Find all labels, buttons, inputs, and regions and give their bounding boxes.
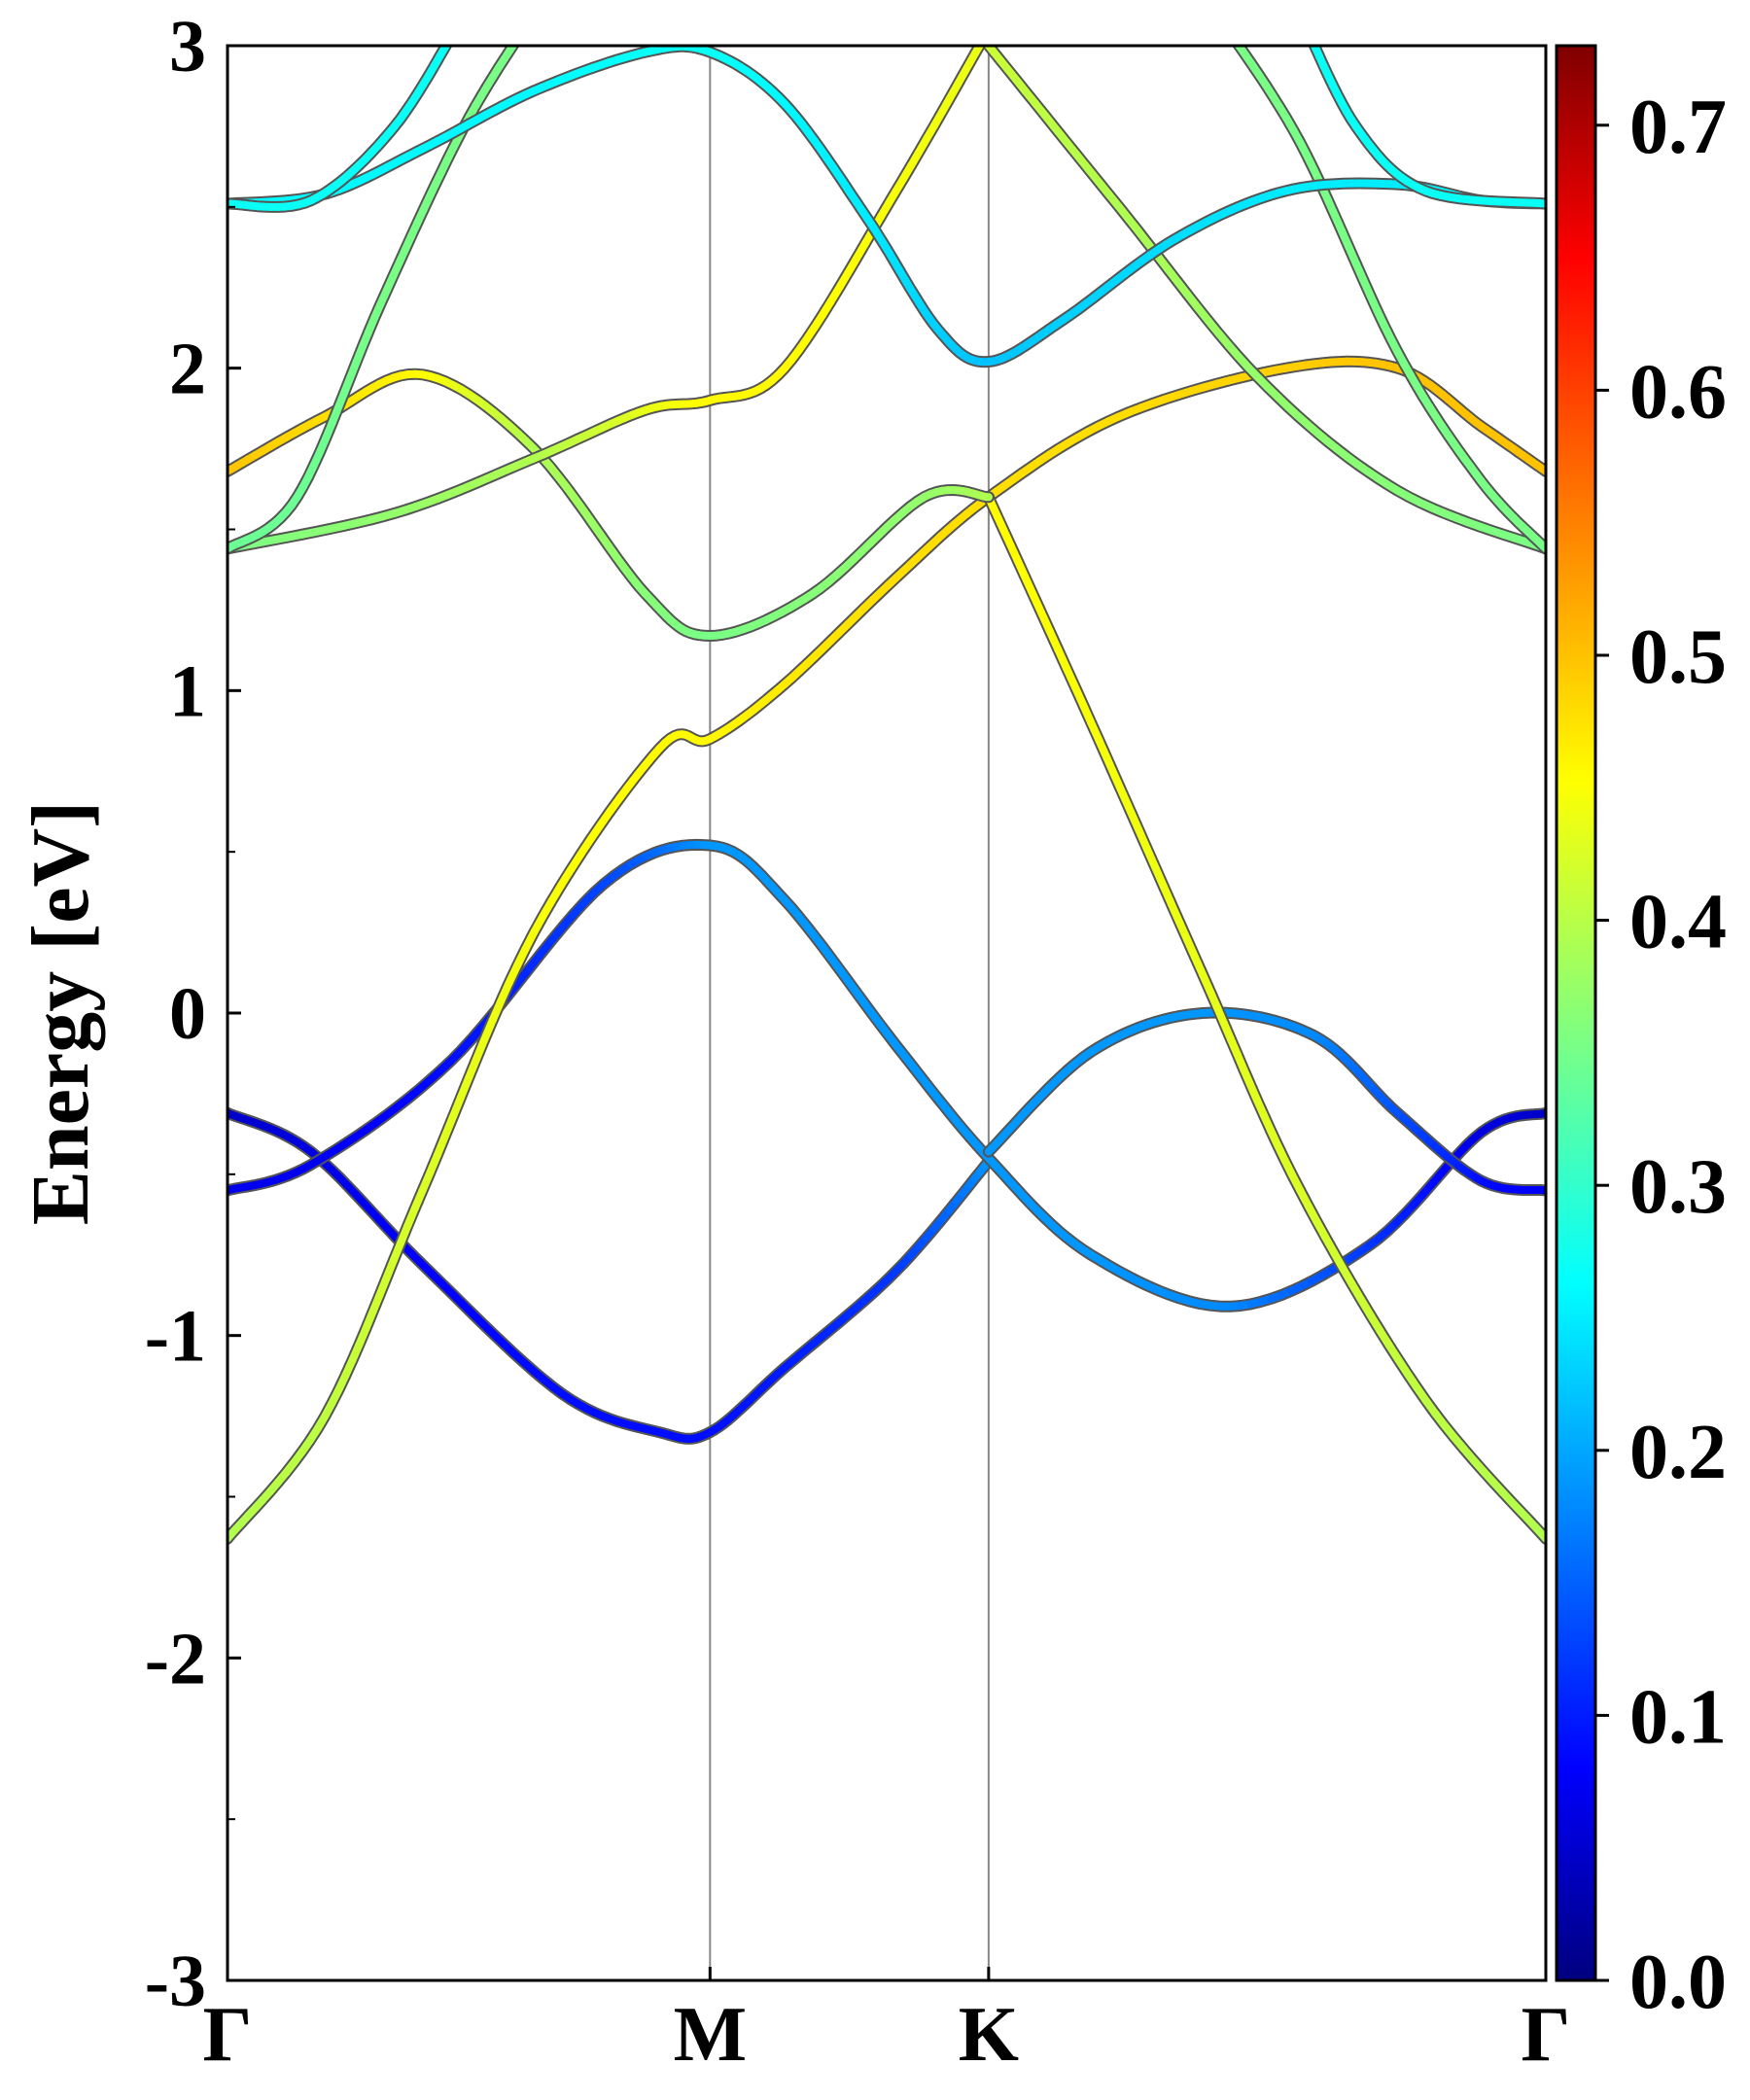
band-segment [519, 29, 524, 36]
band-outline [982, 46, 1546, 555]
band [228, 29, 989, 555]
y-tick-label: -3 [145, 1941, 206, 2022]
band [228, 14, 465, 213]
colorbar-tick-label: 0.6 [1629, 349, 1727, 435]
band [1216, 14, 1546, 555]
colorbar-tick-label: 0.5 [1629, 614, 1727, 700]
y-axis-title: Energy [eV] [16, 801, 106, 1225]
band-outline [228, 46, 520, 555]
band-segment [1224, 24, 1229, 31]
band-segment [450, 31, 455, 39]
band-segment [976, 46, 985, 49]
band-segment [531, 14, 534, 18]
colorbar-ticks: 0.0 0.1 0.2 0.3 0.4 0.5 0.6 0.7 [1595, 85, 1727, 2025]
colorbar-tick-label: 0.2 [1629, 1410, 1727, 1495]
y-tick-label: 0 [169, 973, 206, 1055]
band-segment [1303, 18, 1306, 24]
colorbar-tick-label: 0.7 [1629, 85, 1727, 170]
band-segment [1309, 31, 1312, 39]
y-tick-label: 1 [169, 650, 206, 732]
band [982, 491, 1546, 1545]
k-point-lines [709, 46, 990, 1980]
y-tick-label: 2 [169, 329, 206, 410]
colorbar-tick-label: 0.0 [1629, 1940, 1727, 2025]
colorbar-tick-label: 0.3 [1629, 1144, 1727, 1230]
band-segment [1220, 18, 1224, 24]
band [228, 1106, 995, 1445]
kpoint-label: Γ [203, 1992, 253, 2078]
band-segment [1229, 31, 1234, 39]
kpoint-label: Γ [1522, 1992, 1571, 2078]
kpoint-label: K [959, 1992, 1019, 2078]
band-segment [462, 14, 465, 18]
colorbar-tick-label: 0.4 [1629, 880, 1727, 965]
band-segment [458, 18, 462, 24]
band-outline [228, 46, 987, 555]
band-segment [511, 46, 518, 47]
colorbar [1555, 44, 1597, 1982]
band-segment [528, 18, 531, 22]
band-lines [228, 14, 1546, 1545]
colorbar-tick-label: 0.1 [1629, 1674, 1727, 1760]
band-outline [228, 355, 1546, 1545]
band [982, 1006, 1546, 1197]
band-segment [1305, 24, 1308, 31]
band-outline [1308, 46, 1546, 210]
band-segment [971, 46, 985, 57]
band-segment [524, 23, 528, 29]
band-segment [1300, 14, 1302, 18]
band-outline [228, 838, 1546, 1312]
y-tick-label: -2 [145, 1618, 206, 1699]
band [228, 368, 995, 642]
y-ticks: 3 2 1 0 -1 -2 -3 [145, 6, 241, 2022]
band [982, 46, 1546, 555]
plot-frame [226, 44, 1548, 1982]
band [228, 838, 1546, 1312]
band [228, 14, 534, 555]
kpoint-label: M [674, 1992, 748, 2078]
band-outline [1232, 46, 1546, 555]
band-segment [454, 24, 458, 31]
y-tick-label: -1 [145, 1296, 206, 1378]
band [228, 355, 1546, 1545]
band-segment [985, 29, 989, 36]
y-tick-label: 3 [169, 6, 206, 88]
band [1300, 14, 1546, 210]
band-segment [1216, 14, 1219, 18]
